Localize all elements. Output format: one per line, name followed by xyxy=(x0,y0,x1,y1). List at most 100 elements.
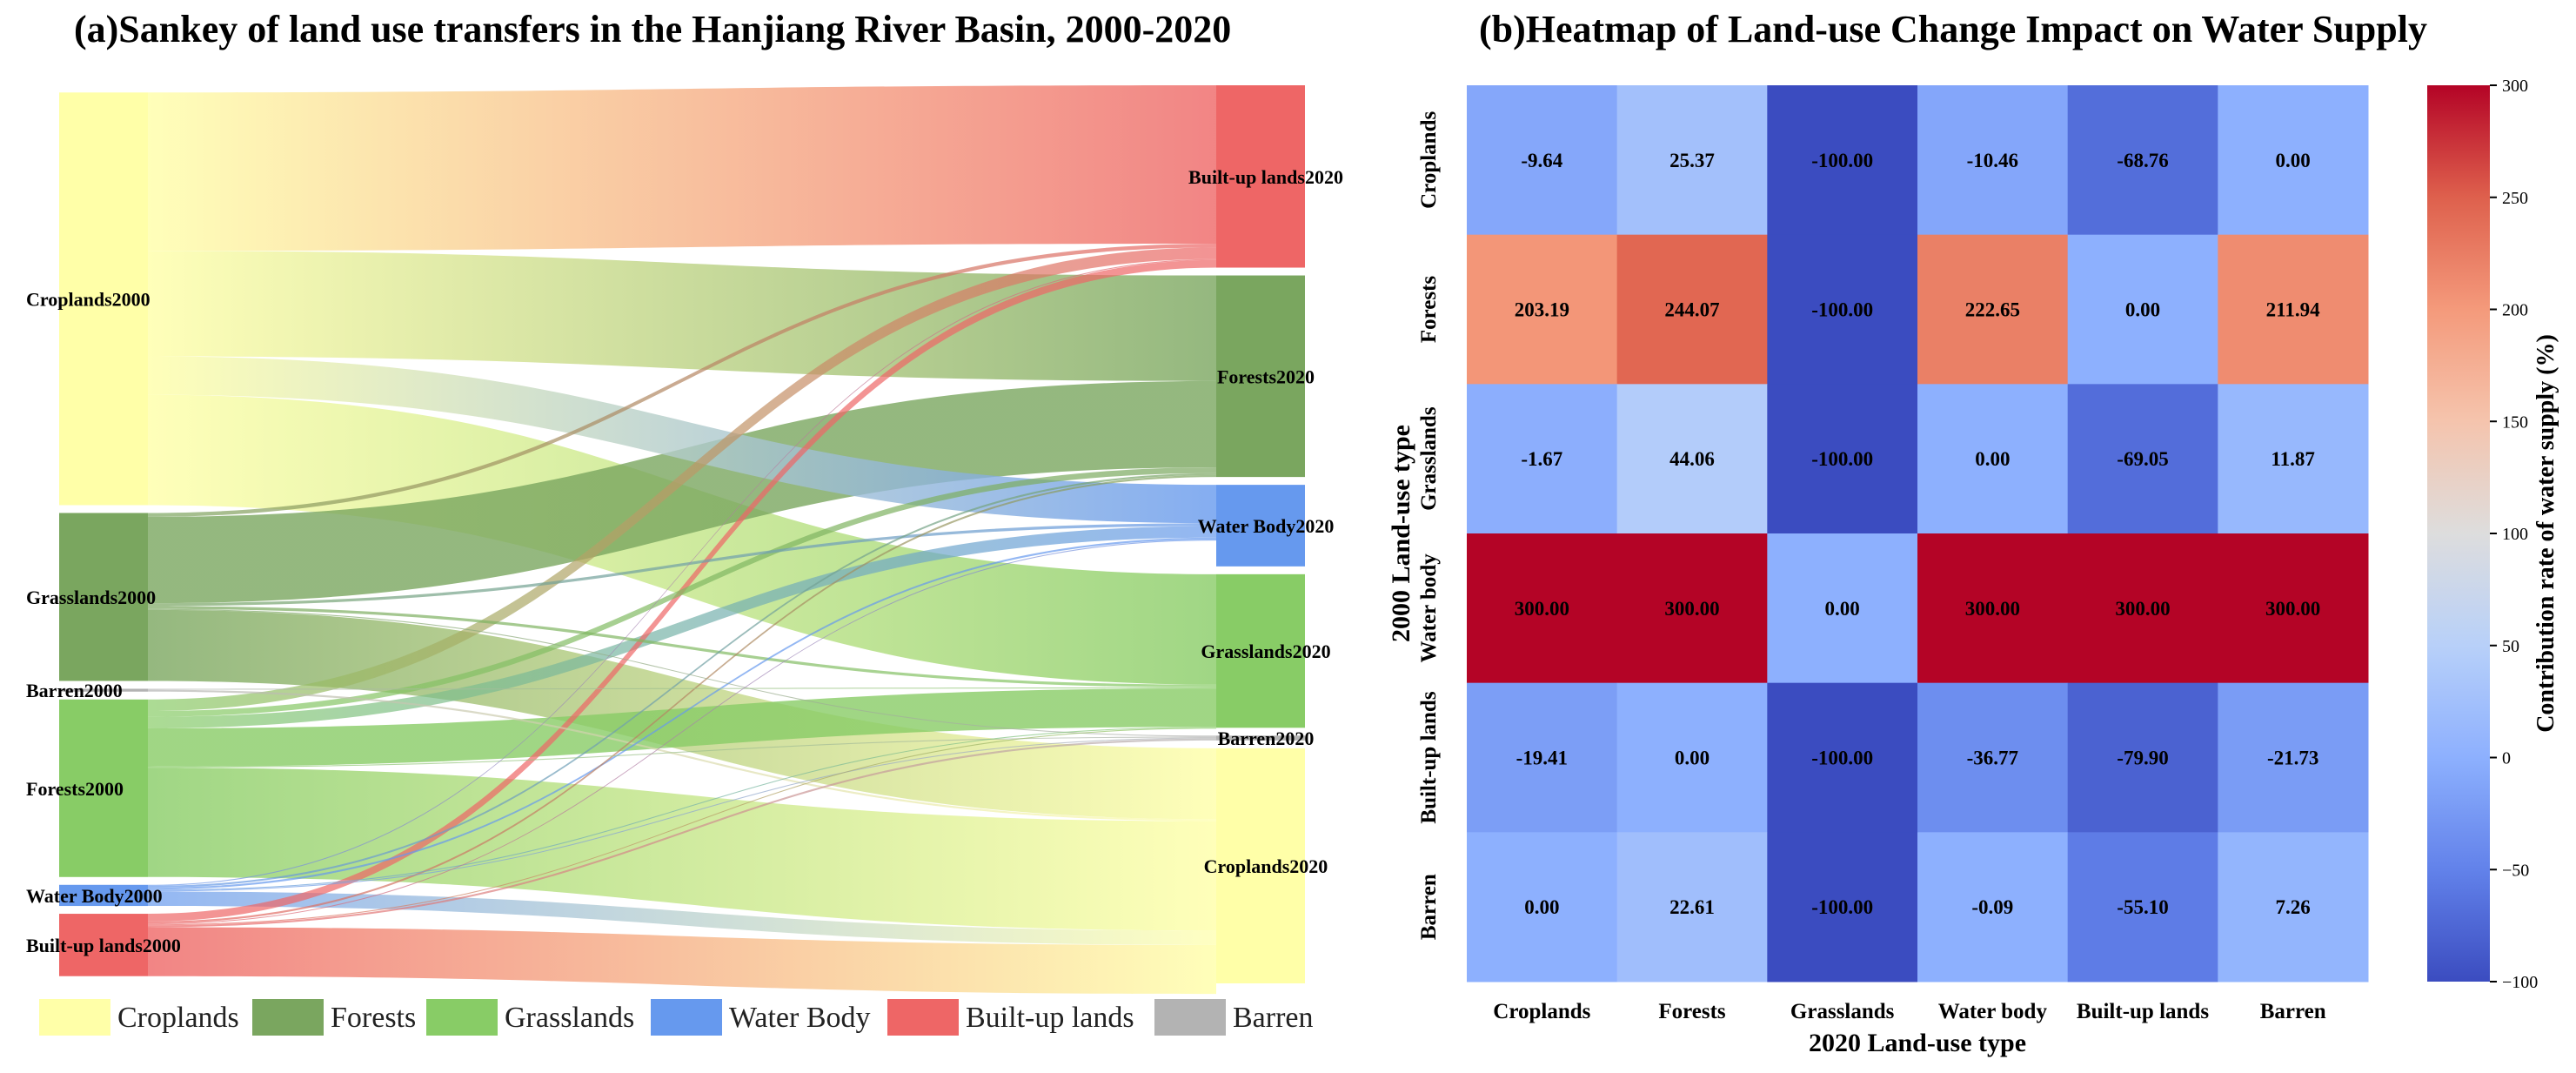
heatmap-value: -69.05 xyxy=(2117,448,2168,470)
sankey-flow-grasslands2000-to-grasslands2020 xyxy=(148,606,1216,687)
heatmap-cell-barren-forests xyxy=(1616,832,1768,982)
legend-swatch-grasslands xyxy=(426,999,498,1036)
sankey-flow-built-up-lands2000-to-water-body2020 xyxy=(148,539,1216,925)
heatmap-value: -36.77 xyxy=(1967,748,2018,769)
heatmap-cell-forests-built-up-lands xyxy=(2067,234,2218,385)
sankey-label-croplands2020: Croplands2020 xyxy=(1204,855,1328,877)
heatmap-cell-grasslands-grasslands xyxy=(1767,384,1918,534)
heatmap-axes: Croplands Forests Grasslands Water body Buil… xyxy=(1387,111,2326,1057)
heatmap-xtick-grasslands: Grasslands xyxy=(1790,1000,1895,1023)
heatmap-value: 244.07 xyxy=(1664,299,1719,321)
heatmap-cell-built-up-lands-grasslands xyxy=(1767,682,1918,833)
colorbar xyxy=(2427,85,2490,982)
sankey-flow-water-body2000-to-barren2020 xyxy=(148,737,1216,892)
colorbar-tick-label: 200 xyxy=(2502,301,2528,320)
heatmap-cell-forests-barren xyxy=(2218,234,2369,385)
heatmap-value: 22.61 xyxy=(1669,896,1715,918)
heatmap-cell-built-up-lands-water-body xyxy=(1917,682,2069,833)
sankey-labels: Croplands2000 Grasslands2000 Barren2000 For… xyxy=(26,166,1343,956)
heatmap-cell-grasslands-forests xyxy=(1616,384,1768,534)
sankey-node-water-body2020 xyxy=(1216,485,1305,567)
heatmap-cell-croplands-built-up-lands xyxy=(2067,85,2218,236)
heatmap-value: -1.67 xyxy=(1521,448,1562,470)
colorbar-tick-label: 250 xyxy=(2502,189,2528,208)
sankey-flow-forests2000-to-water-body2020 xyxy=(148,526,1216,728)
heatmap-value: -100.00 xyxy=(1811,448,1873,470)
sankey-node-forests2020 xyxy=(1216,275,1305,478)
heatmap-cell-built-up-lands-barren xyxy=(2218,682,2369,833)
sankey-flow-water-body2000-to-forests2020 xyxy=(148,473,1216,889)
colorbar-tick-label: 100 xyxy=(2502,525,2528,544)
heatmap-cell-water-body-barren xyxy=(2218,533,2369,684)
colorbar-tick-label: 0 xyxy=(2502,749,2511,768)
sankey-flow-water-body2000-to-water-body2020 xyxy=(148,537,1216,890)
sankey-flow-barren2000-to-grasslands2020 xyxy=(148,687,1216,690)
sankey-node-croplands2000 xyxy=(59,92,148,506)
heatmap-value: 0.00 xyxy=(1825,598,1860,620)
heatmap-value: -100.00 xyxy=(1811,150,1873,171)
sankey-label-built-up-lands2020: Built-up lands2020 xyxy=(1188,166,1343,188)
heatmap-cells xyxy=(1467,85,2369,982)
sankey-label-barren2020: Barren2020 xyxy=(1218,728,1315,749)
heatmap-cell-water-body-forests xyxy=(1616,533,1768,684)
heatmap-value: 0.00 xyxy=(1524,896,1559,918)
heatmap-value: 300.00 xyxy=(1515,598,1569,620)
sankey-label-water-body2020: Water Body2020 xyxy=(1198,515,1335,537)
sankey-flow-forests2000-to-barren2020 xyxy=(148,736,1216,768)
heatmap-value: -0.09 xyxy=(1971,896,2013,918)
heatmap-value: 203.19 xyxy=(1515,299,1569,321)
heatmap-ytick-forests: Forests xyxy=(1417,276,1441,344)
heatmap-value: 300.00 xyxy=(2115,598,2170,620)
heatmap-cell-forests-grasslands xyxy=(1767,234,1918,385)
sankey-flow-forests2000-to-built-up-lands2020 xyxy=(148,247,1216,712)
sankey-flow-croplands2000-to-built-up-lands2020 xyxy=(148,85,1216,251)
heatmap-value: 300.00 xyxy=(2265,598,2320,620)
heatmap-xtick-water-body: Water body xyxy=(1938,1000,2048,1023)
heatmap-value: -55.10 xyxy=(2117,896,2168,918)
sankey-label-grasslands2020: Grasslands2020 xyxy=(1201,640,1330,662)
sankey-flow-grasslands2000-to-barren2020 xyxy=(148,608,1216,737)
sankey-links xyxy=(148,85,1216,995)
sankey-flow-barren2000-to-croplands2020 xyxy=(148,689,1216,822)
heatmap-cell-croplands-forests xyxy=(1616,85,1768,236)
heatmap-value: -79.90 xyxy=(2117,748,2168,769)
heatmap-value: -100.00 xyxy=(1811,299,1873,321)
heatmap-cell-croplands-water-body xyxy=(1917,85,2069,236)
sankey-legend: Croplands Forests Grasslands Water Body Buil… xyxy=(39,999,1314,1036)
colorbar-tick-label: 150 xyxy=(2502,412,2528,432)
heatmap-xtick-barren: Barren xyxy=(2260,1000,2326,1023)
heatmap-value: 300.00 xyxy=(1664,598,1719,620)
legend-label-water-body: Water Body xyxy=(729,1002,871,1034)
sankey-flow-grasslands2000-to-forests2020 xyxy=(148,380,1216,604)
sankey-nodes xyxy=(59,85,1305,983)
sankey-node-built-up-lands2020 xyxy=(1216,85,1305,268)
colorbar-tick-label: 300 xyxy=(2502,77,2528,96)
heatmap-value: -19.41 xyxy=(1516,748,1568,769)
legend-label-built-up-lands: Built-up lands xyxy=(966,1002,1134,1034)
heatmap-value: 0.00 xyxy=(2276,150,2311,171)
sankey-flow-croplands2000-to-forests2020 xyxy=(148,251,1216,381)
heatmap-value: -100.00 xyxy=(1811,896,1873,918)
heatmap-values: -9.64 25.37 -100.00 -10.46 -68.76 0.00 203.19 2… xyxy=(1515,150,2321,918)
legend-swatch-barren xyxy=(1154,999,1226,1036)
sankey-label-forests2000: Forests2000 xyxy=(26,778,124,800)
heatmap-value: 222.65 xyxy=(1965,299,2020,321)
colorbar-label: Contribution rate of water supply (%) xyxy=(2533,334,2559,733)
heatmap-value: 25.37 xyxy=(1669,150,1715,171)
sankey-node-water-body2000 xyxy=(59,884,148,907)
heatmap-cell-grasslands-barren xyxy=(2218,384,2369,534)
heatmap-value: -10.46 xyxy=(1967,150,2018,171)
heatmap-value: 300.00 xyxy=(1965,598,2020,620)
heatmap-value: 7.26 xyxy=(2276,896,2311,918)
heatmap-ytick-water-body: Water body xyxy=(1417,553,1441,663)
sankey-chart: Croplands2000 Grasslands2000 Barren2000 For… xyxy=(26,85,1343,1036)
sankey-label-forests2020: Forests2020 xyxy=(1217,365,1315,387)
heatmap-value: -9.64 xyxy=(1521,150,1562,171)
sankey-flow-water-body2000-to-croplands2020 xyxy=(148,891,1216,945)
sankey-flow-built-up-lands2000-to-grasslands2020 xyxy=(148,728,1216,926)
legend-swatch-forests xyxy=(252,999,324,1036)
sankey-flow-forests2000-to-grasslands2020 xyxy=(148,688,1216,767)
heatmap-cell-croplands-grasslands xyxy=(1767,85,1918,236)
heatmap-cell-forests-croplands xyxy=(1467,234,1618,385)
heatmap-cell-croplands-barren xyxy=(2218,85,2369,236)
